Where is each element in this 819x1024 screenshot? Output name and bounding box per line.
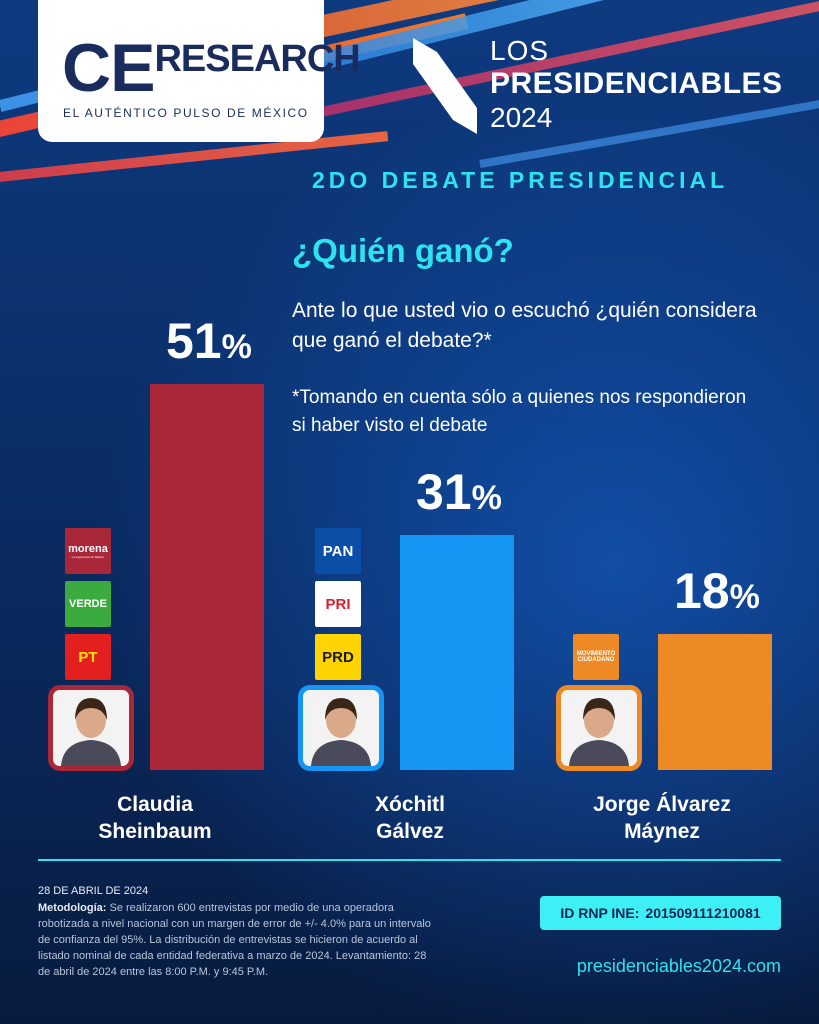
candidate-name-0: Claudia Sheinbaum: [55, 791, 255, 845]
value-unit: %: [729, 577, 760, 616]
bar-2: [658, 633, 772, 770]
question-title: ¿Quién ganó?: [292, 232, 514, 269]
value-number: 31: [416, 464, 472, 521]
party-logo-1-0: PAN: [315, 528, 361, 574]
value-number: 18: [674, 562, 730, 619]
candidate-photo-1: [298, 685, 384, 771]
value-label-0: 51%: [166, 312, 252, 370]
rnp-value: 201509111210081: [645, 905, 761, 921]
name-line1: Jorge Álvarez: [593, 793, 731, 816]
party-sublabel: La esperanza de México: [71, 554, 105, 559]
footer-divider: [38, 859, 781, 861]
candidate-photo-2: [556, 685, 642, 771]
party-logo-0-2: PT: [65, 634, 111, 680]
party-label: PRD: [322, 648, 354, 666]
methodology: Metodología: Se realizaron 600 entrevist…: [38, 900, 438, 980]
name-line1: Xóchitl: [374, 793, 445, 816]
party-label: VERDE: [69, 597, 107, 610]
question-text: Ante lo que usted vio o escuchó ¿quién c…: [292, 299, 757, 352]
title-line1: LOS: [490, 35, 550, 66]
person-icon: [561, 690, 637, 766]
party-logo-0-1: VERDE: [65, 581, 111, 627]
candidate-name-1: Xóchitl Gálvez: [310, 791, 510, 845]
party-logo-0-0: morena La esperanza de México: [65, 528, 111, 574]
website-link[interactable]: presidenciables2024.com: [576, 956, 781, 976]
event-title: LOS PRESIDENCIABLES 2024: [490, 36, 783, 134]
survey-date: 28 DE ABRIL DE 2024: [38, 885, 149, 897]
bar-0: [150, 384, 264, 770]
party-label: MOVIMIENTO CIUDADANO: [576, 651, 616, 663]
value-label-2: 18%: [674, 562, 760, 620]
party-label: morena: [68, 542, 108, 555]
candidate-name-2: Jorge Álvarez Máynez: [562, 791, 762, 845]
logo-wordmark: CERESEARCH: [62, 34, 361, 102]
value-unit: %: [471, 479, 502, 518]
name-line2: Gálvez: [376, 820, 444, 843]
brand-logo: CERESEARCH EL AUTÉNTICO PULSO DE MÉXICO: [38, 0, 361, 142]
rnp-id-badge: ID RNP INE: 201509111210081: [540, 896, 781, 930]
name-line2: Sheinbaum: [98, 820, 212, 843]
name-line2: Máynez: [624, 820, 700, 843]
title-line2: PRESIDENCIABLES: [490, 67, 783, 100]
brand-tagline: EL AUTÉNTICO PULSO DE MÉXICO: [63, 106, 309, 120]
person-icon: [303, 690, 379, 766]
party-label: PT: [78, 648, 98, 666]
presidenciables-mark-icon: [413, 38, 477, 134]
value-unit: %: [221, 328, 252, 366]
party-logo-2-0: MOVIMIENTO CIUDADANO: [573, 634, 619, 680]
debate-subtitle: 2DO DEBATE PRESIDENCIAL: [312, 167, 729, 193]
rnp-label: ID RNP INE:: [560, 905, 640, 921]
value-number: 51: [166, 313, 222, 369]
methodology-label: Metodología:: [38, 902, 107, 914]
bar-1: [400, 535, 514, 770]
value-label-1: 31%: [416, 463, 502, 521]
logo-ce: CE: [62, 30, 155, 106]
name-line1: Claudia: [117, 793, 193, 816]
party-label: PAN: [322, 542, 354, 560]
party-logo-1-1: PRI: [315, 581, 361, 627]
methodology-text: Se realizaron 600 entrevistas por medio …: [38, 902, 431, 978]
logo-research: RESEARCH: [154, 38, 360, 80]
question-note: *Tomando en cuenta sólo a quienes nos re…: [292, 387, 747, 436]
person-icon: [53, 690, 129, 766]
title-line3: 2024: [490, 102, 553, 133]
party-logo-1-2: PRD: [315, 634, 361, 680]
party-label: PRI: [325, 595, 351, 613]
candidate-photo-0: [48, 685, 134, 771]
